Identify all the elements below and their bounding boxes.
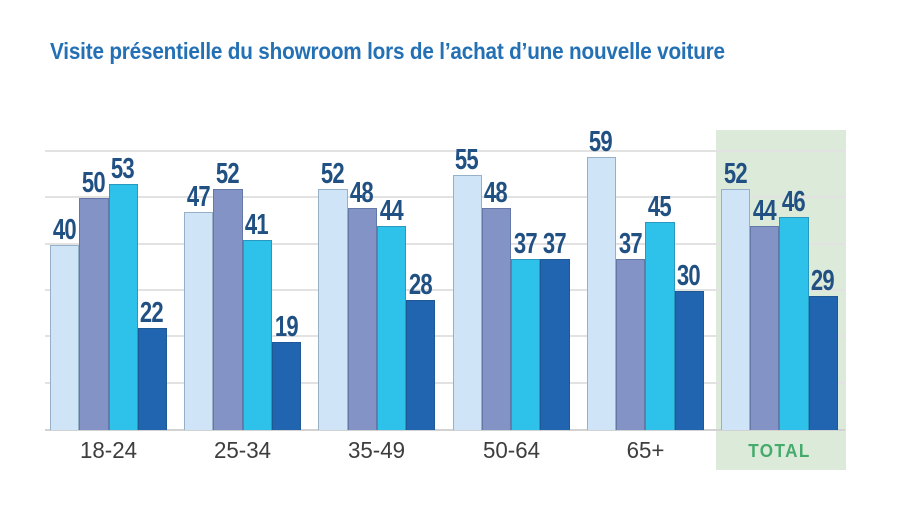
category-label-total: TOTAL: [748, 441, 811, 461]
bar-value-label: 48: [484, 176, 508, 209]
bar-dark-blue-total: 29: [808, 266, 838, 430]
bar-value-label: 59: [589, 125, 613, 158]
bar-slate-blue-65-: 37: [616, 229, 646, 430]
bar-light-blue-total: 52: [720, 159, 751, 430]
gridline-10: [45, 382, 845, 384]
bar-light-blue-18-24: 40: [50, 215, 80, 430]
bar-value-label: 45: [647, 190, 672, 223]
bar-value-label: 29: [811, 264, 835, 297]
bar-value-label: 50: [81, 166, 106, 199]
gridline-20: [45, 335, 845, 337]
bar-cyan-50-64: 37: [511, 229, 541, 430]
bar-group-35-49: 52 48 44 28: [318, 140, 436, 430]
bar-value-label: 37: [542, 227, 567, 260]
category-label-50-64: 50-64: [482, 437, 540, 463]
plot-area: 40 50 53 22 47 52 41 19 52 48 44 28 55 48 37 37 59 37 45 30…: [45, 127, 845, 431]
chart-title: Visite présentielle du showroom lors de …: [50, 38, 725, 64]
bar-value-label: 52: [723, 157, 747, 190]
bar-value-label: 19: [274, 310, 298, 343]
bar-group-18-24: 40 50 53 22: [50, 140, 167, 430]
gridline-50: [45, 196, 845, 198]
category-label-18-24: 18-24: [79, 437, 138, 463]
bar-value-label: 53: [111, 152, 135, 185]
bar-slate-blue-18-24: 50: [79, 168, 109, 430]
bar-value-label: 40: [52, 213, 77, 246]
bar-light-blue-50-64: 55: [452, 145, 482, 430]
bar-light-blue-65-: 59: [586, 127, 616, 430]
category-label-65-: 65+: [626, 437, 665, 463]
bar-value-label: 37: [618, 227, 643, 260]
bar-cyan-35-49: 44: [376, 196, 407, 430]
category-label-25-34: 25-34: [214, 437, 272, 463]
bar-slate-blue-25-34: 52: [213, 159, 243, 430]
bar-cyan-18-24: 53: [108, 154, 138, 430]
bar-value-label: 37: [513, 227, 538, 260]
gridline-30: [45, 289, 845, 291]
bar-value-label: 30: [677, 259, 701, 292]
x-axis-line: [45, 429, 845, 431]
bar-dark-blue-65-: 30: [674, 261, 704, 430]
bar-value-label: 44: [752, 194, 777, 227]
bar-value-label: 22: [140, 296, 164, 329]
bar-value-label: 55: [455, 143, 479, 176]
bar-cyan-65-: 45: [645, 192, 675, 430]
bar-group-25-34: 47 52 41 19: [184, 140, 302, 430]
bar-dark-blue-50-64: 37: [540, 229, 570, 430]
bar-light-blue-35-49: 52: [318, 159, 348, 430]
gridline-60: [45, 150, 845, 152]
bar-cyan-total: 46: [779, 187, 809, 430]
bar-dark-blue-18-24: 22: [137, 298, 167, 430]
bar-dark-blue-25-34: 19: [271, 312, 302, 430]
bar-light-blue-25-34: 47: [184, 182, 214, 430]
bar-value-label: 52: [320, 157, 345, 190]
bar-slate-blue-35-49: 48: [347, 178, 377, 430]
bar-value-label: 44: [379, 194, 403, 227]
bar-dark-blue-35-49: 28: [406, 270, 436, 430]
bar-group-total: 52 44 46 29: [720, 140, 838, 430]
bar-slate-blue-total: 44: [750, 196, 780, 430]
bar-value-label: 41: [245, 208, 269, 241]
category-label-35-49: 35-49: [348, 437, 406, 463]
bar-value-label: 46: [781, 185, 806, 218]
bar-cyan-25-34: 41: [242, 210, 272, 430]
bar-value-label: 47: [186, 180, 211, 213]
bar-value-label: 52: [215, 157, 240, 190]
bar-groups-layer: 40 50 53 22 47 52 41 19 52 48 44 28 55 48 37 37 59 37 45 30…: [45, 127, 845, 430]
gridline-40: [45, 243, 845, 245]
bar-group-65-: 59 37 45 30: [586, 127, 704, 430]
bar-value-label: 28: [408, 268, 433, 301]
bar-value-label: 48: [350, 176, 374, 209]
bar-slate-blue-50-64: 48: [481, 178, 512, 430]
bar-group-50-64: 55 48 37 37: [452, 140, 570, 430]
x-axis-labels: 18-24 25-34 35-49 50-64 65+ TOTAL: [45, 437, 845, 465]
